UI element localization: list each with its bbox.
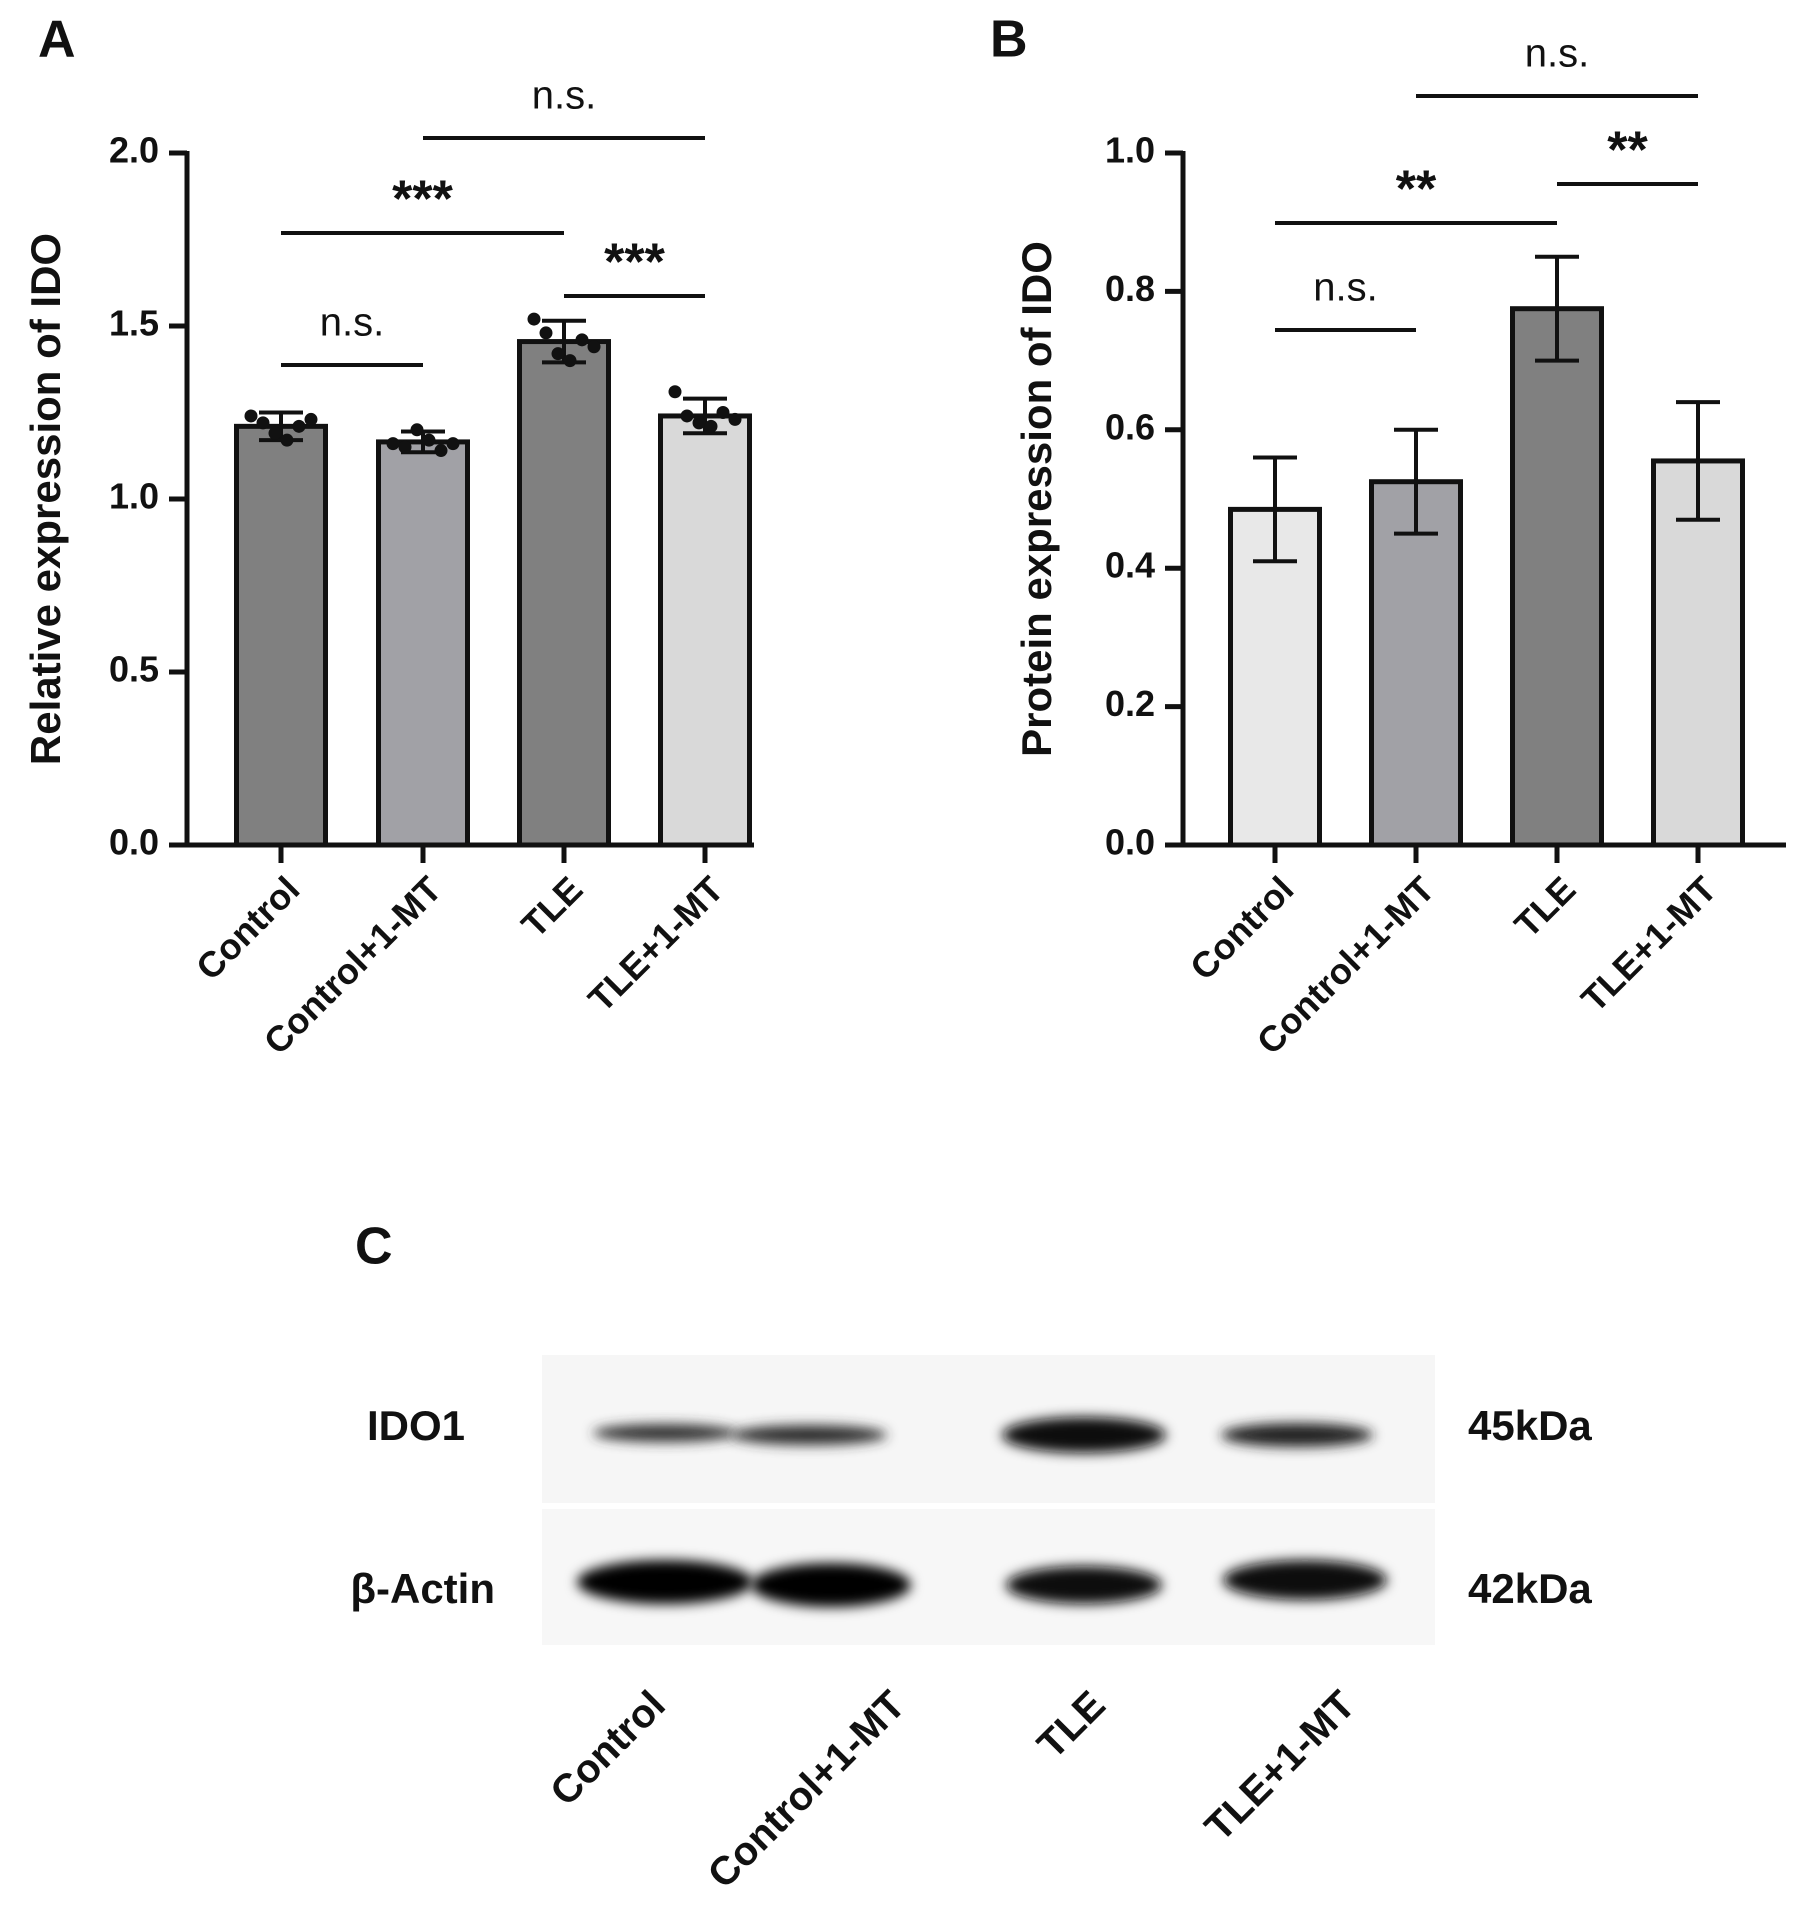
row-label: IDO1 bbox=[367, 1402, 465, 1449]
bar bbox=[658, 413, 752, 848]
size-label: 45kDa bbox=[1468, 1402, 1592, 1449]
significance-label: ** bbox=[1607, 122, 1648, 180]
data-point bbox=[551, 347, 565, 361]
data-point bbox=[587, 340, 601, 354]
panel-label: B bbox=[990, 11, 1028, 69]
y-tick-label: 2.0 bbox=[109, 130, 159, 171]
y-tick-label: 0.8 bbox=[1105, 268, 1155, 309]
data-point bbox=[692, 416, 706, 430]
y-tick-label: 0.0 bbox=[109, 822, 159, 863]
panel-label: A bbox=[38, 11, 76, 69]
data-point bbox=[256, 416, 270, 430]
data-point bbox=[434, 444, 448, 458]
x-tick-label: Control bbox=[1182, 868, 1301, 987]
x-tick-label: TLE bbox=[513, 868, 590, 945]
significance-label: n.s. bbox=[1313, 266, 1377, 310]
data-point bbox=[728, 412, 742, 426]
panel-label: C bbox=[355, 1218, 393, 1276]
data-point bbox=[422, 433, 436, 447]
data-point bbox=[244, 409, 258, 423]
data-point bbox=[410, 423, 424, 437]
significance-label: n.s. bbox=[532, 74, 596, 118]
data-point bbox=[539, 326, 553, 340]
significance-label: n.s. bbox=[320, 301, 384, 345]
data-point bbox=[704, 419, 718, 433]
blot-band bbox=[1002, 1417, 1166, 1453]
y-tick-label: 0.4 bbox=[1105, 545, 1155, 586]
data-point bbox=[398, 440, 412, 454]
y-tick-label: 1.5 bbox=[109, 303, 159, 344]
bar bbox=[376, 439, 470, 848]
data-point bbox=[292, 419, 306, 433]
data-point bbox=[280, 433, 294, 447]
blot-band bbox=[731, 1425, 887, 1445]
x-tick-label: TLE bbox=[1506, 868, 1583, 945]
bar bbox=[517, 339, 611, 848]
blot-band bbox=[1223, 1560, 1387, 1600]
data-point bbox=[386, 437, 400, 451]
bar bbox=[1369, 479, 1463, 848]
y-tick-label: 1.0 bbox=[1105, 130, 1155, 171]
y-tick-label: 1.0 bbox=[109, 476, 159, 517]
data-point bbox=[446, 437, 460, 451]
x-tick-label: Control bbox=[188, 868, 307, 987]
data-point bbox=[680, 409, 694, 423]
blot-band bbox=[1006, 1566, 1162, 1604]
data-point bbox=[563, 354, 577, 368]
y-axis-label: Protein expression of IDO bbox=[1013, 241, 1060, 757]
y-axis-label: Relative expression of IDO bbox=[22, 233, 69, 765]
blot-band bbox=[1221, 1423, 1373, 1447]
size-label: 42kDa bbox=[1468, 1565, 1592, 1612]
significance-label: n.s. bbox=[1525, 32, 1589, 76]
lane-label: TLE bbox=[1029, 1683, 1114, 1768]
blot-band bbox=[577, 1560, 753, 1604]
western-blot bbox=[542, 1355, 1435, 1645]
data-point bbox=[575, 333, 589, 347]
y-tick-label: 0.0 bbox=[1105, 822, 1155, 863]
y-tick-label: 0.2 bbox=[1105, 683, 1155, 724]
bar bbox=[234, 423, 328, 848]
data-point bbox=[268, 426, 282, 440]
data-point bbox=[716, 406, 730, 419]
bar bbox=[1651, 458, 1745, 848]
significance-label: ** bbox=[1396, 161, 1437, 219]
significance-label: *** bbox=[392, 171, 453, 229]
data-point bbox=[527, 312, 541, 326]
lane-label: Control+1-MT bbox=[700, 1683, 914, 1897]
y-tick-label: 0.6 bbox=[1105, 406, 1155, 447]
data-point bbox=[668, 385, 682, 399]
bar bbox=[1228, 506, 1322, 848]
bar bbox=[1510, 306, 1604, 848]
significance-label: *** bbox=[604, 234, 665, 292]
data-point bbox=[304, 412, 318, 426]
x-tick-label: TLE+1-MT bbox=[1573, 868, 1724, 1019]
x-tick-label: TLE+1-MT bbox=[580, 868, 731, 1019]
blot-band bbox=[751, 1563, 911, 1607]
row-label: β-Actin bbox=[350, 1565, 495, 1612]
y-tick-label: 0.5 bbox=[109, 649, 159, 690]
lane-label: Control bbox=[542, 1683, 674, 1815]
lane-label: TLE+1-MT bbox=[1197, 1683, 1364, 1850]
blot-band bbox=[593, 1424, 737, 1442]
